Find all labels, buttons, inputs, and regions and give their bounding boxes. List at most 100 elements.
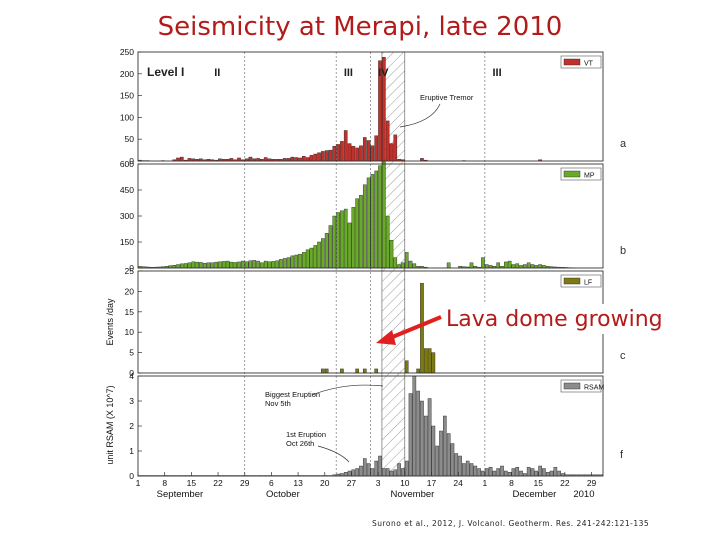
panel-letter: c (620, 350, 626, 362)
annotation-arrow-shaft (389, 315, 442, 340)
bar-mp (511, 264, 516, 269)
bar-vt (324, 150, 329, 162)
bar-mp (412, 263, 417, 269)
first-eruption-date: Oct 26th (286, 439, 314, 448)
y-tick-label: 4 (129, 371, 134, 381)
bar-rsam (458, 455, 462, 477)
bar-mp (401, 262, 405, 269)
bar-rsam (366, 463, 371, 477)
y-tick-label: 250 (120, 47, 134, 57)
panel-lf: 0 5 10 15 20 25 LF c (125, 266, 626, 378)
bar-rsam (397, 463, 401, 477)
bar-mp (218, 261, 222, 269)
phase-label: Level I (147, 65, 184, 79)
bar-mp (397, 264, 401, 269)
bar-mp (385, 215, 390, 269)
bar-rsam (462, 463, 466, 477)
phase-label: IV (378, 67, 389, 79)
bar-rsam (427, 398, 432, 477)
bar-lf (321, 368, 325, 374)
annotation-arrow-head (376, 330, 396, 345)
bar-lf (416, 368, 420, 374)
bar-mp (221, 261, 226, 269)
bar-rsam (389, 470, 394, 477)
bar-vt (359, 145, 363, 162)
bar-mp (504, 261, 508, 269)
bar-vt (248, 156, 253, 162)
bar-mp (393, 257, 398, 269)
bar-rsam (439, 430, 443, 477)
bar-rsam (465, 460, 470, 477)
x-tick-label: 27 (347, 478, 357, 488)
month-label: September (157, 489, 203, 500)
bar-mp (336, 212, 340, 269)
y-tick-label: 20 (125, 286, 135, 296)
bar-vt (176, 157, 180, 162)
panel-rsam: 0 1 2 3 4 RSAM f (129, 371, 624, 481)
bar-rsam (454, 453, 459, 477)
bar-vt (347, 143, 352, 162)
bar-rsam (534, 470, 539, 477)
bar-rsam (446, 433, 451, 477)
bar-mp (374, 170, 379, 269)
citation: Surono et al., 2012, J. Volcanol. Geothe… (372, 519, 650, 528)
bar-rsam (408, 393, 413, 477)
bar-vt (328, 149, 333, 162)
bar-vt (309, 155, 314, 162)
bar-mp (404, 252, 409, 269)
bar-mp (191, 261, 196, 269)
legend-swatch (563, 170, 581, 178)
biggest-eruption-pointer (311, 384, 384, 396)
bar-rsam (362, 458, 367, 477)
bar-mp (210, 262, 215, 269)
y-axis-label-rsam: unit RSAM (X 10^7) (105, 385, 115, 464)
bar-mp (206, 262, 211, 269)
bar-lf (374, 368, 379, 374)
bar-vt (340, 141, 344, 162)
bar-mp (260, 262, 264, 269)
bar-rsam (343, 472, 348, 477)
bar-vt (301, 156, 306, 162)
bar-mp (496, 262, 500, 269)
bar-mp (507, 260, 512, 269)
y-tick-label: 150 (120, 91, 134, 101)
bar-mp (530, 264, 535, 269)
bar-rsam (435, 445, 440, 477)
legend-swatch (563, 382, 581, 390)
legend-label: RSAM (584, 385, 604, 392)
bar-rsam (484, 468, 489, 477)
first-eruption-label: 1st Eruption (286, 430, 326, 439)
y-tick-label: 25 (125, 266, 135, 276)
month-label: 2010 (573, 489, 594, 500)
slide-title: Seismicity at Merapi, late 2010 (157, 12, 563, 42)
x-tick-label: 29 (240, 478, 250, 488)
bar-mp (252, 260, 257, 269)
bar-mp (355, 198, 359, 269)
panel-letter: b (620, 245, 626, 257)
bar-rsam (545, 472, 550, 477)
bar-rsam (488, 467, 493, 477)
bar-mp (332, 215, 337, 269)
x-tick-label: 6 (269, 478, 274, 488)
bar-vt (317, 152, 321, 162)
phase-label: III (492, 67, 501, 79)
bar-rsam (359, 465, 363, 477)
eruptive-tremor-label: Eruptive Tremor (420, 93, 474, 102)
legend-lf: LF (560, 274, 602, 288)
annotation-backdrop (441, 304, 709, 334)
bar-lf (355, 368, 359, 374)
month-label: November (391, 489, 435, 500)
x-tick-label: 22 (560, 478, 570, 488)
bar-vt (374, 135, 379, 162)
x-tick-label: 15 (533, 478, 543, 488)
y-tick-label: 100 (120, 112, 134, 122)
bar-vt (290, 156, 295, 162)
bar-mp (328, 225, 333, 269)
bar-vt (385, 120, 390, 162)
bar-mp (382, 161, 386, 269)
bar-lf (420, 283, 424, 374)
bar-mp (244, 261, 249, 269)
bar-vt (366, 140, 371, 162)
bar-vt (180, 156, 184, 162)
